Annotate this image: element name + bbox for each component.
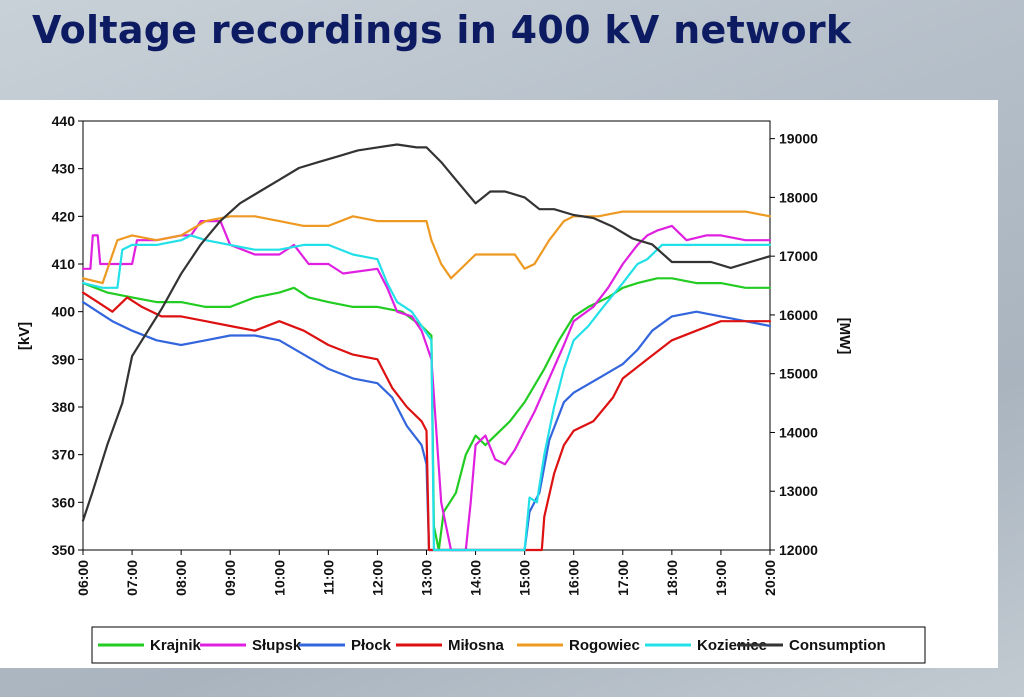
legend-label: Rogowiec: [569, 637, 640, 654]
legend-label: Kozienice: [697, 637, 767, 654]
right-tick-label: 18000: [779, 189, 818, 205]
x-tick-label: 11:00: [320, 560, 336, 595]
left-tick-label: 390: [52, 351, 76, 367]
left-tick-label: 380: [52, 399, 76, 415]
x-tick-label: 18:00: [664, 560, 680, 596]
chart-panel: 350 360 370 380 390 400 410 420 430 440 12000 1300…: [0, 100, 998, 668]
left-tick-label: 440: [52, 113, 76, 129]
x-tick-label: 09:00: [222, 560, 238, 596]
x-tick-label: 13:00: [419, 560, 435, 596]
left-tick-label: 400: [52, 304, 76, 320]
voltage-chart: 350 360 370 380 390 400 410 420 430 440 12000 1300…: [16, 113, 926, 664]
legend-label: Płock: [351, 637, 392, 654]
slide-title: Voltage recordings in 400 kV network: [32, 8, 852, 52]
legend-item: Krajnik: [98, 637, 202, 654]
right-axis-ticks: 12000 13000 14000 15000 16000 17000 18000 19000: [770, 131, 818, 558]
right-tick-label: 15000: [779, 366, 818, 382]
x-tick-label: 20:00: [762, 560, 778, 596]
series-line-rogowiec: [81, 210, 772, 285]
left-axis-ticks: 350 360 370 380 390 400 410 420 430 440: [52, 113, 83, 558]
legend-item: Kozienice: [645, 637, 767, 654]
right-tick-label: 14000: [779, 424, 818, 440]
right-tick-label: 16000: [779, 307, 818, 323]
legend-label: Consumption: [789, 637, 886, 654]
legend-label: Miłosna: [448, 637, 504, 654]
y2-axis-title: [MW]: [836, 318, 853, 355]
legend: Krajnik Słupsk Płock Miłosna Rogowiec Kozieni…: [91, 626, 926, 664]
legend-item: Miłosna: [396, 637, 504, 654]
right-tick-label: 13000: [779, 483, 818, 499]
series-line-płock: [81, 301, 772, 552]
series-line-miłosna: [81, 291, 772, 552]
legend-item: Rogowiec: [517, 637, 640, 654]
x-tick-label: 08:00: [173, 560, 189, 596]
left-tick-label: 350: [52, 542, 76, 558]
left-tick-label: 410: [52, 256, 76, 272]
legend-item: Consumption: [737, 637, 886, 654]
legend-label: Krajnik: [150, 637, 202, 654]
left-tick-label: 360: [52, 494, 76, 510]
series-line-kozienice: [81, 234, 772, 552]
right-tick-label: 19000: [779, 131, 818, 147]
series-line-krajnik: [81, 277, 772, 552]
series-layer: [81, 143, 772, 552]
x-tick-label: 07:00: [124, 560, 140, 596]
x-tick-label: 12:00: [369, 560, 385, 596]
x-tick-label: 14:00: [468, 560, 484, 596]
right-tick-label: 17000: [779, 248, 818, 264]
legend-label: Słupsk: [252, 637, 302, 654]
series-line-consumption: [81, 143, 772, 522]
y-axis-title: [kV]: [16, 322, 33, 350]
x-tick-label: 06:00: [75, 560, 91, 596]
x-tick-label: 10:00: [271, 560, 287, 596]
legend-item: Słupsk: [200, 637, 302, 654]
x-tick-label: 16:00: [566, 560, 582, 596]
x-tick-label: 15:00: [517, 560, 533, 596]
x-tick-label: 17:00: [615, 560, 631, 596]
x-axis-ticks: 06:00 07:00 08:00 09:00 10:00 11:00 12:00 13:00…: [75, 550, 778, 596]
left-tick-label: 370: [52, 447, 76, 463]
left-tick-label: 430: [52, 161, 76, 177]
legend-item: Płock: [299, 637, 392, 654]
x-tick-label: 19:00: [713, 560, 729, 596]
right-tick-label: 12000: [779, 542, 818, 558]
left-tick-label: 420: [52, 208, 76, 224]
